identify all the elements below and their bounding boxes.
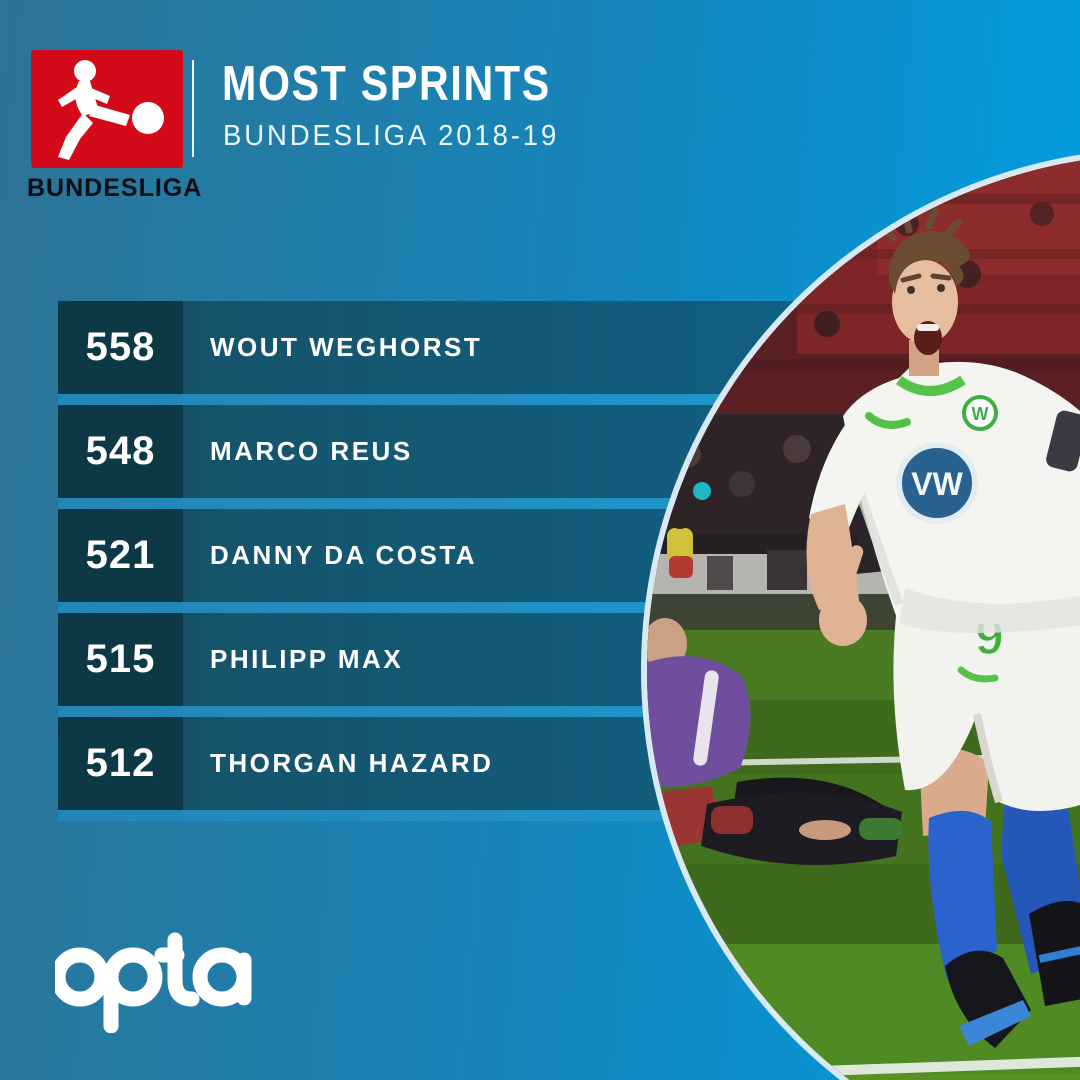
camera-lens: [693, 482, 711, 500]
nike-swoosh-icon: [865, 412, 911, 429]
sprint-count: 521: [58, 509, 183, 602]
pitch-line: [647, 742, 1080, 768]
svg-text:W: W: [972, 404, 989, 424]
steward-figure: [667, 511, 693, 578]
hair: [888, 230, 970, 294]
fallen-player-figure: [701, 792, 903, 865]
sprint-ranking-list: 558 WOUT WEGHORST 548 MARCO REUS 521 DAN…: [58, 301, 820, 821]
sprint-count: 558: [58, 301, 183, 394]
row-separator: [58, 602, 820, 613]
svg-text:VW: VW: [911, 466, 963, 502]
sprint-count: 512: [58, 717, 183, 810]
row-separator: [58, 498, 820, 509]
sprint-count: 548: [58, 405, 183, 498]
bundesliga-player-icon: [58, 60, 164, 160]
shorts: [893, 606, 1080, 811]
row-separator: [58, 810, 820, 821]
page-title: MOST SPRINTS: [222, 57, 551, 111]
index-finger: [835, 545, 864, 605]
vw-badge: VW: [896, 442, 978, 524]
wolfsburg-badge: W: [962, 395, 998, 431]
list-item: 558 WOUT WEGHORST: [58, 301, 820, 394]
page-subtitle: BUNDESLIGA 2018-19: [223, 120, 560, 152]
player-photo: 9 W VW: [647, 154, 1080, 1080]
sleeve-badge: [1046, 410, 1080, 472]
shorts-swoosh-icon: [957, 666, 999, 683]
sprint-count: 515: [58, 613, 183, 706]
pitch-line: [647, 1035, 1080, 1080]
left-sock: [928, 810, 997, 980]
player-name: WOUT WEGHORST: [183, 301, 820, 394]
collar-trim: [896, 375, 966, 396]
bundesliga-wordmark: BUNDESLIGA: [27, 174, 203, 202]
row-separator: [58, 394, 820, 405]
opta-logo: [55, 928, 255, 1033]
header-divider: [192, 60, 194, 157]
pointing-arm: [806, 422, 883, 646]
bundesliga-logo: [31, 50, 183, 168]
row-separator: [58, 706, 820, 717]
celebrating-player-figure: 9 W VW: [806, 206, 1080, 1048]
